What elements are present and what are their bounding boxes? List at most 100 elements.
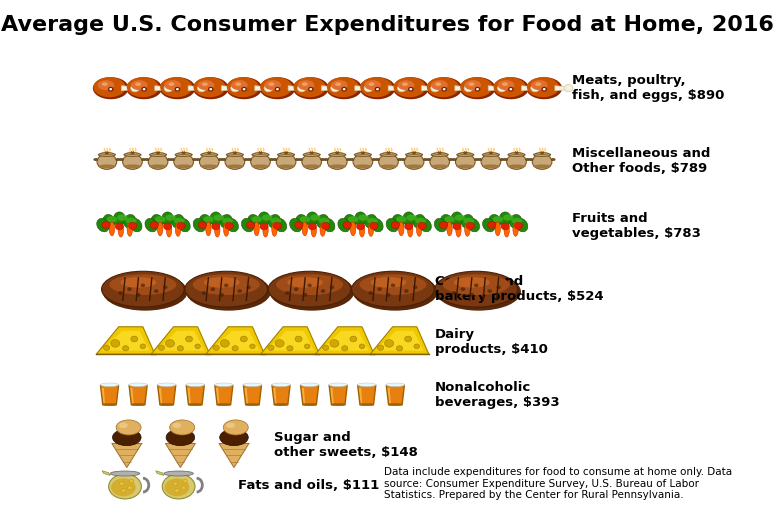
Ellipse shape — [402, 212, 415, 226]
Ellipse shape — [426, 158, 430, 161]
Ellipse shape — [177, 152, 190, 154]
Ellipse shape — [128, 383, 147, 387]
Ellipse shape — [166, 429, 195, 446]
Circle shape — [304, 344, 310, 348]
Ellipse shape — [449, 158, 453, 161]
Ellipse shape — [529, 158, 533, 161]
Text: Meats, poultry,
fish, and eggs, $890: Meats, poultry, fish, and eggs, $890 — [571, 74, 724, 102]
Ellipse shape — [436, 273, 521, 311]
Ellipse shape — [124, 165, 142, 168]
Ellipse shape — [269, 273, 354, 311]
Circle shape — [431, 84, 440, 92]
Circle shape — [531, 84, 539, 92]
Ellipse shape — [164, 80, 181, 90]
Circle shape — [413, 285, 417, 289]
Circle shape — [140, 344, 146, 348]
Circle shape — [368, 291, 373, 295]
Ellipse shape — [386, 383, 405, 387]
Polygon shape — [187, 385, 204, 404]
Ellipse shape — [481, 154, 501, 169]
Ellipse shape — [526, 158, 529, 161]
Circle shape — [476, 88, 479, 90]
Circle shape — [308, 87, 313, 91]
Ellipse shape — [231, 80, 248, 90]
Ellipse shape — [289, 218, 302, 232]
Circle shape — [336, 151, 339, 154]
Circle shape — [470, 293, 474, 297]
Polygon shape — [455, 86, 468, 90]
Ellipse shape — [98, 165, 116, 168]
Circle shape — [159, 345, 165, 351]
Ellipse shape — [461, 77, 492, 97]
Polygon shape — [300, 385, 319, 404]
Polygon shape — [320, 331, 369, 351]
Ellipse shape — [226, 165, 244, 168]
Polygon shape — [215, 388, 219, 403]
Circle shape — [350, 336, 357, 342]
Circle shape — [378, 345, 384, 351]
Text: Fats and oils, $111: Fats and oils, $111 — [238, 479, 379, 492]
Ellipse shape — [93, 77, 128, 99]
Ellipse shape — [202, 82, 207, 86]
Circle shape — [243, 88, 245, 90]
Ellipse shape — [226, 153, 243, 156]
Polygon shape — [243, 385, 262, 404]
Circle shape — [250, 344, 255, 348]
Ellipse shape — [485, 152, 497, 154]
Ellipse shape — [109, 222, 115, 236]
Polygon shape — [206, 327, 265, 354]
Text: Average U.S. Consumer Expenditures for Food at Home, 2016: Average U.S. Consumer Expenditures for F… — [1, 15, 773, 36]
Circle shape — [310, 88, 312, 90]
Circle shape — [163, 223, 172, 230]
Ellipse shape — [293, 77, 329, 99]
Circle shape — [273, 223, 282, 230]
Ellipse shape — [217, 403, 231, 406]
Circle shape — [285, 151, 288, 154]
Ellipse shape — [431, 165, 449, 168]
Ellipse shape — [324, 158, 328, 161]
Ellipse shape — [319, 218, 330, 224]
Ellipse shape — [159, 403, 173, 406]
Polygon shape — [101, 331, 150, 351]
Ellipse shape — [258, 212, 270, 226]
Ellipse shape — [526, 77, 562, 99]
Ellipse shape — [464, 80, 481, 90]
Ellipse shape — [419, 218, 431, 232]
Circle shape — [364, 84, 373, 92]
Polygon shape — [101, 385, 118, 404]
Circle shape — [211, 223, 220, 230]
Ellipse shape — [243, 383, 262, 387]
Polygon shape — [101, 388, 105, 403]
Ellipse shape — [401, 158, 405, 161]
Ellipse shape — [197, 80, 214, 90]
Ellipse shape — [296, 214, 308, 228]
Circle shape — [320, 289, 325, 293]
Ellipse shape — [513, 223, 519, 236]
Ellipse shape — [536, 152, 548, 154]
Ellipse shape — [399, 222, 404, 236]
Ellipse shape — [365, 80, 381, 90]
Text: Dairy
products, $410: Dairy products, $410 — [435, 328, 547, 356]
Circle shape — [166, 339, 174, 347]
Ellipse shape — [259, 77, 296, 99]
Ellipse shape — [344, 214, 356, 228]
Ellipse shape — [359, 223, 365, 237]
Ellipse shape — [379, 165, 397, 168]
Polygon shape — [156, 471, 164, 475]
Ellipse shape — [452, 158, 456, 161]
Polygon shape — [96, 327, 155, 354]
Ellipse shape — [357, 152, 369, 154]
Ellipse shape — [455, 214, 465, 220]
Ellipse shape — [164, 471, 194, 476]
Ellipse shape — [227, 77, 259, 97]
Circle shape — [330, 84, 339, 92]
Circle shape — [224, 283, 228, 288]
Ellipse shape — [300, 216, 310, 223]
Ellipse shape — [166, 214, 176, 220]
Ellipse shape — [162, 212, 173, 226]
Ellipse shape — [351, 271, 434, 307]
Ellipse shape — [157, 383, 176, 387]
Ellipse shape — [245, 403, 259, 406]
Ellipse shape — [502, 82, 508, 86]
Polygon shape — [272, 388, 276, 403]
